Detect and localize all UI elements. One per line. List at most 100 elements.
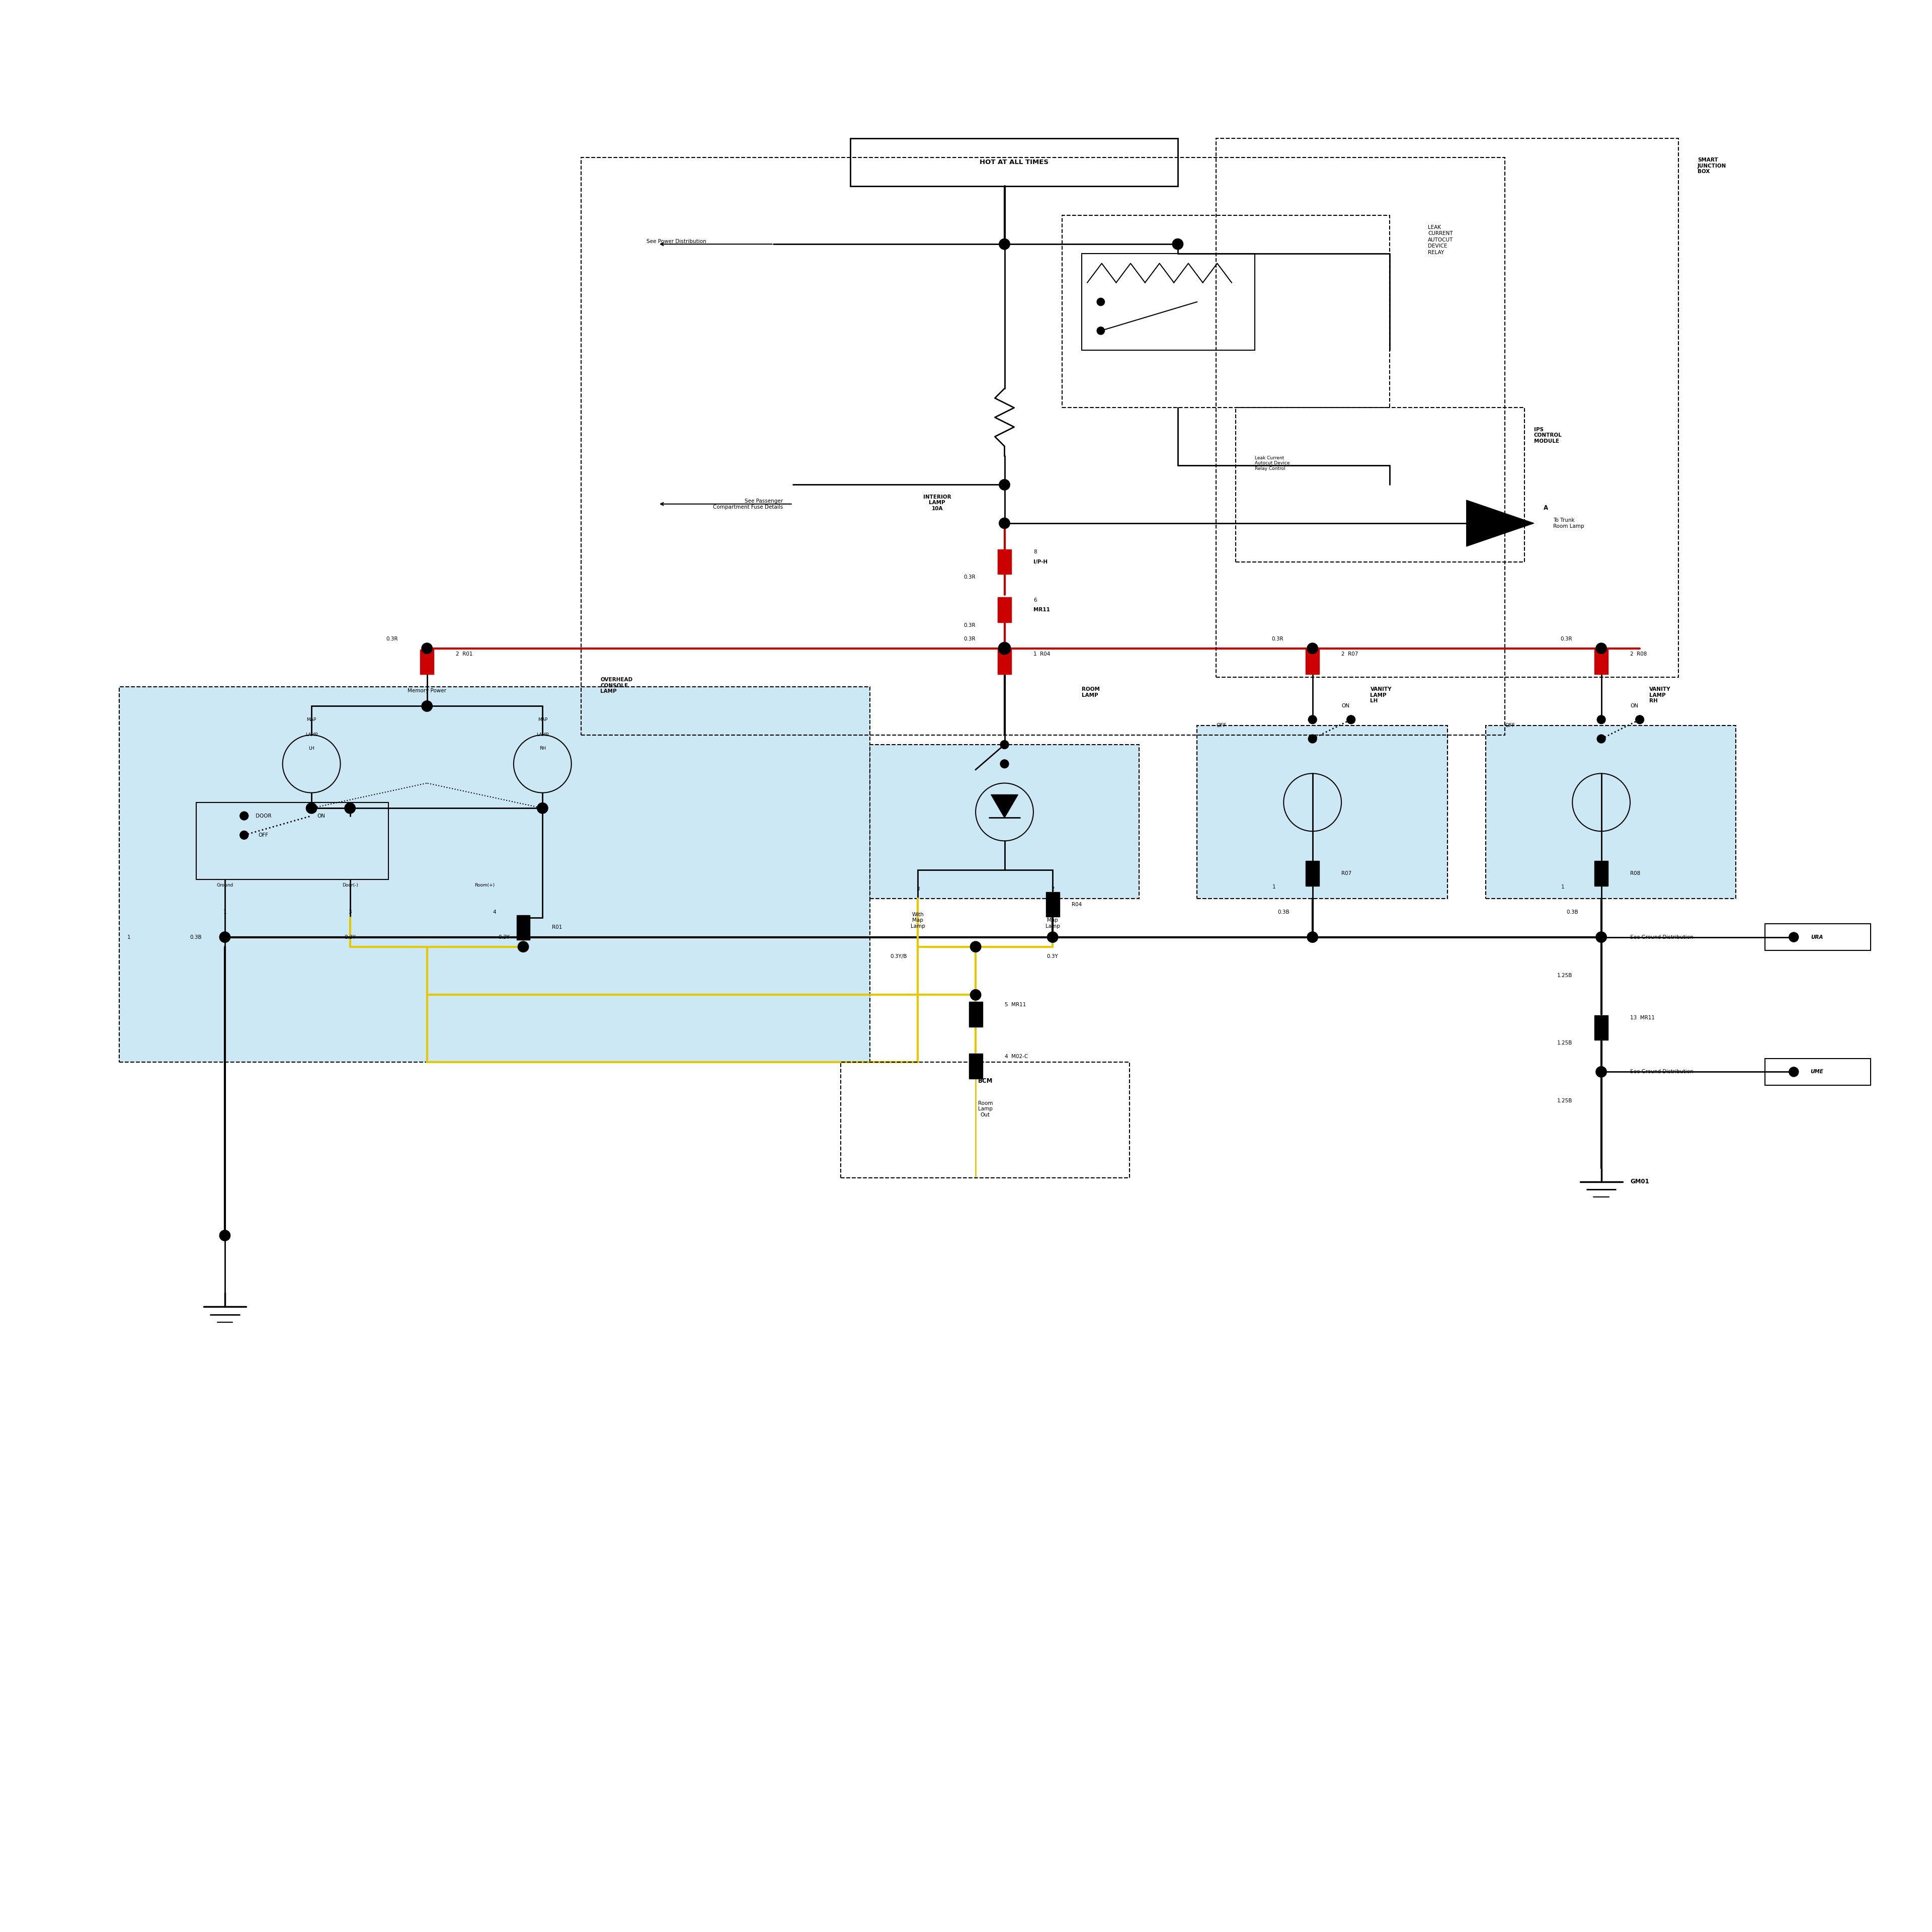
Text: 0.3B: 0.3B	[1277, 910, 1289, 914]
Text: R01: R01	[553, 925, 562, 929]
Circle shape	[240, 811, 249, 819]
Bar	[1764, 923, 1870, 951]
Circle shape	[305, 804, 317, 813]
Text: See Ground Distribution: See Ground Distribution	[1631, 1068, 1692, 1074]
Circle shape	[1001, 759, 1009, 769]
Text: 1.25B: 1.25B	[1557, 1097, 1573, 1103]
Circle shape	[1789, 933, 1799, 943]
Text: VANITY
LAMP
RH: VANITY LAMP RH	[1650, 688, 1671, 703]
Bar	[850, 139, 1179, 185]
Bar	[582, 158, 1505, 734]
Text: Memory Power: Memory Power	[408, 688, 446, 694]
Circle shape	[999, 518, 1010, 529]
Bar	[968, 1053, 981, 1078]
Text: MR11: MR11	[1034, 607, 1049, 612]
Bar	[1045, 893, 1059, 918]
Text: W/O
Map
Lamp: W/O Map Lamp	[1045, 912, 1061, 929]
Text: ON: ON	[1341, 703, 1349, 709]
Text: RH: RH	[539, 746, 545, 752]
Text: R07: R07	[1341, 871, 1352, 875]
Bar	[421, 649, 435, 674]
Circle shape	[1308, 734, 1318, 744]
Circle shape	[1097, 327, 1105, 334]
Text: 1: 1	[224, 910, 226, 914]
Circle shape	[999, 479, 1010, 491]
Text: LEAK
CURRENT
AUTOCUT
DEVICE
RELAY: LEAK CURRENT AUTOCUT DEVICE RELAY	[1428, 224, 1453, 255]
Text: 1  R04: 1 R04	[1034, 651, 1051, 657]
Bar	[1594, 862, 1607, 887]
Text: With
Map
Lamp: With Map Lamp	[910, 912, 925, 929]
Circle shape	[421, 701, 433, 711]
Bar	[1063, 214, 1389, 408]
Bar	[1594, 1014, 1607, 1039]
Text: OFF: OFF	[1217, 723, 1227, 728]
Text: INTERIOR
LAMP
10A: INTERIOR LAMP 10A	[923, 495, 951, 512]
Circle shape	[344, 804, 355, 813]
Text: LAMP: LAMP	[305, 732, 317, 738]
Circle shape	[1308, 715, 1318, 725]
Text: LH: LH	[309, 746, 315, 752]
Circle shape	[1308, 643, 1318, 653]
Bar	[997, 649, 1010, 674]
Bar	[1486, 725, 1737, 898]
Bar	[869, 744, 1140, 898]
Text: 3: 3	[348, 910, 352, 914]
Text: 0.3Y: 0.3Y	[344, 935, 355, 939]
Text: 2  R01: 2 R01	[456, 651, 473, 657]
Bar	[1306, 862, 1320, 887]
Circle shape	[421, 643, 433, 653]
Text: 1: 1	[128, 935, 129, 939]
Circle shape	[1596, 931, 1607, 943]
Text: Ground: Ground	[216, 883, 234, 887]
Text: Room
Lamp
Out: Room Lamp Out	[978, 1101, 993, 1117]
Text: MAP: MAP	[307, 717, 317, 723]
Bar	[1082, 253, 1254, 350]
Text: 6: 6	[1034, 597, 1037, 603]
Text: To Trunk
Room Lamp: To Trunk Room Lamp	[1553, 518, 1584, 529]
Text: 0.3R: 0.3R	[1271, 636, 1283, 641]
Text: I/P-H: I/P-H	[1034, 558, 1047, 564]
Text: 1: 1	[1273, 885, 1275, 889]
Text: See Ground Distribution: See Ground Distribution	[1631, 935, 1692, 939]
Text: Leak Current
Autocut Device
Relay Control: Leak Current Autocut Device Relay Contro…	[1254, 456, 1291, 471]
Circle shape	[1047, 931, 1059, 943]
Text: Room(+): Room(+)	[475, 883, 495, 887]
Bar	[120, 688, 869, 1063]
Bar	[1198, 725, 1447, 898]
Bar	[1594, 649, 1607, 674]
Circle shape	[970, 941, 981, 952]
Circle shape	[1347, 715, 1354, 725]
Text: OVERHEAD
CONSOLE
LAMP: OVERHEAD CONSOLE LAMP	[601, 678, 632, 694]
Circle shape	[220, 931, 230, 943]
Text: 3: 3	[916, 887, 920, 891]
Text: 5  MR11: 5 MR11	[1005, 1003, 1026, 1007]
Text: 0.3Y: 0.3Y	[1047, 954, 1059, 958]
Text: ON: ON	[317, 813, 325, 819]
Polygon shape	[1466, 500, 1534, 547]
Circle shape	[970, 989, 981, 1001]
Text: ROOM
LAMP: ROOM LAMP	[1082, 688, 1099, 697]
Text: LAMP: LAMP	[537, 732, 549, 738]
Text: OFF: OFF	[259, 833, 269, 838]
Text: 0.3B: 0.3B	[189, 935, 203, 939]
Text: Door(-): Door(-)	[342, 883, 357, 887]
Circle shape	[220, 1231, 230, 1240]
Text: 0.3R: 0.3R	[964, 636, 976, 641]
Text: MAP: MAP	[537, 717, 547, 723]
Circle shape	[1097, 298, 1105, 305]
Text: 2  R07: 2 R07	[1341, 651, 1358, 657]
Circle shape	[1596, 1066, 1607, 1078]
Text: IPS
CONTROL
MODULE: IPS CONTROL MODULE	[1534, 427, 1561, 444]
Bar	[840, 1063, 1130, 1179]
Text: 0.3Y/B: 0.3Y/B	[891, 954, 906, 958]
Text: BCM: BCM	[978, 1078, 993, 1084]
Bar	[516, 916, 529, 941]
Text: GM01: GM01	[1631, 1179, 1650, 1184]
Text: R08: R08	[1631, 871, 1640, 875]
Text: 4  M02-C: 4 M02-C	[1005, 1055, 1028, 1059]
Text: 4: 4	[493, 910, 497, 914]
Text: 8: 8	[1034, 549, 1037, 554]
Bar	[968, 1001, 981, 1026]
Circle shape	[1596, 643, 1607, 653]
Circle shape	[1598, 734, 1605, 744]
